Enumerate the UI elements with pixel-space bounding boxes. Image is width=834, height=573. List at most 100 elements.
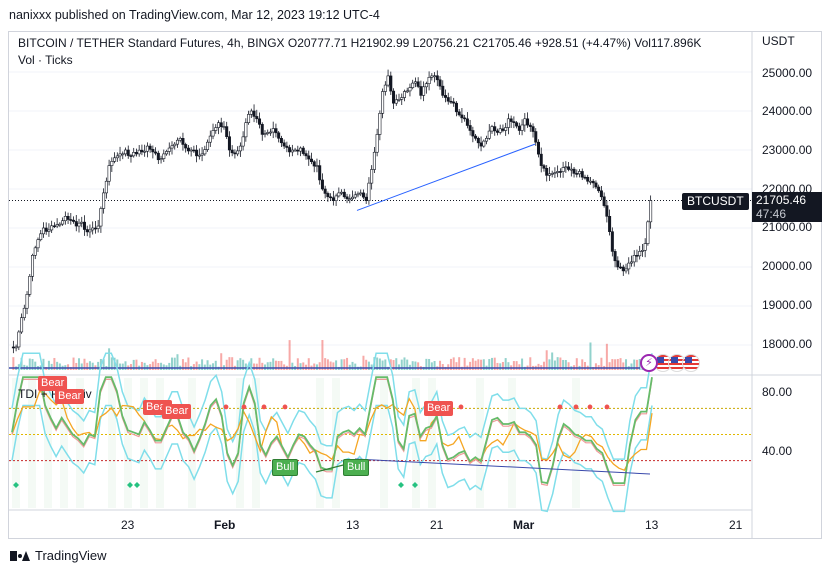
volume-bar <box>403 357 406 370</box>
candle-body <box>449 100 453 103</box>
volume-bar <box>58 363 61 370</box>
volume-bar <box>307 358 310 370</box>
volume-bar <box>119 363 122 370</box>
footer-brand[interactable]: TradingView <box>10 548 107 563</box>
candle-body <box>28 275 32 295</box>
candle-body <box>113 157 117 162</box>
volume-bar <box>220 353 223 370</box>
candle-body <box>200 153 204 156</box>
candle-body <box>509 118 513 122</box>
bolt-icon[interactable]: ⚡ <box>640 354 658 372</box>
candle-body <box>329 196 333 199</box>
us-flag-icon[interactable] <box>682 354 700 372</box>
volume-bar <box>56 361 59 370</box>
candle-body <box>186 147 190 152</box>
candle-body <box>340 191 344 194</box>
volume-bar <box>496 362 499 370</box>
candle-body <box>517 125 521 131</box>
bull-signal-marker <box>412 482 418 488</box>
bull-signal-marker <box>398 482 404 488</box>
bear-divergence-badge: Bear <box>55 389 85 404</box>
candle-body <box>536 141 540 155</box>
volume-bar <box>214 360 217 370</box>
volume-bar <box>370 364 373 370</box>
volume-bar <box>507 362 510 370</box>
price-axis-label: 20000.00 <box>762 259 813 273</box>
signal-shade <box>12 378 20 508</box>
volume-bar <box>529 357 532 370</box>
candle-body <box>323 188 327 194</box>
signal-shade <box>44 378 52 508</box>
candle-body <box>121 153 125 156</box>
volume-indicator-label[interactable]: Vol · Ticks <box>18 53 73 67</box>
candle-body <box>578 171 582 175</box>
time-axis-label: 13 <box>645 518 659 532</box>
candle-body <box>520 124 524 131</box>
volume-bar <box>406 359 409 370</box>
volume-bar <box>430 362 433 370</box>
time-axis-label: 21 <box>729 518 743 532</box>
candle-body <box>351 196 355 200</box>
candle-body <box>148 145 152 150</box>
volume-bar <box>244 363 247 370</box>
volume-bar <box>458 357 461 370</box>
volume-bar <box>184 362 187 370</box>
candle-body <box>115 155 119 159</box>
symbol-title[interactable]: BITCOIN / TETHER Standard Futures, 4h, B… <box>18 36 285 50</box>
candle-body <box>296 149 300 152</box>
chart-legend: BITCOIN / TETHER Standard Futures, 4h, B… <box>18 36 701 67</box>
event-icons[interactable]: ⚡ <box>640 354 700 372</box>
volume-bar <box>162 364 165 370</box>
lower-band-line <box>11 404 653 513</box>
volume-bar <box>102 359 105 370</box>
candle-body <box>504 127 508 131</box>
candle-body <box>80 221 84 224</box>
candle-body <box>74 221 78 227</box>
candle-body <box>444 95 448 98</box>
volume-bar <box>151 361 154 370</box>
volume-bar <box>521 358 524 370</box>
volume-bar <box>594 363 597 370</box>
candle-body <box>159 158 163 161</box>
candle-body <box>359 192 363 195</box>
candle-body <box>378 113 382 135</box>
candle-body <box>268 131 272 134</box>
tradingview-logo-icon <box>10 550 30 562</box>
volume-bar <box>269 361 272 370</box>
candle-body <box>643 243 647 251</box>
volume-bar <box>441 364 444 370</box>
volume-bar <box>315 364 318 370</box>
volume-bar <box>157 362 160 370</box>
volume-bar <box>605 343 608 370</box>
volume-bar <box>198 364 201 370</box>
candle-body <box>31 255 35 277</box>
candle-body <box>195 149 199 157</box>
candle-body <box>293 149 297 152</box>
chart-frame[interactable] <box>8 31 822 539</box>
volume-bar <box>296 358 299 370</box>
candle-body <box>610 231 614 252</box>
candle-body <box>47 229 51 232</box>
price-axis-label: 19000.00 <box>762 298 813 312</box>
candle-body <box>550 173 554 175</box>
volume-bar <box>501 361 504 370</box>
candle-body <box>44 227 48 232</box>
volume-bar <box>88 361 91 370</box>
volume-bar <box>449 358 452 370</box>
volume-bar <box>75 362 78 370</box>
candle-body <box>345 196 349 200</box>
ohlc-high: H21902.99 <box>350 36 410 50</box>
candle-body <box>476 138 480 144</box>
volume-bar <box>425 358 428 370</box>
candle-body <box>575 173 579 175</box>
bar-countdown: 47:46 <box>756 207 787 221</box>
candle-body <box>370 169 374 184</box>
candle-body <box>318 165 322 181</box>
volume-bar <box>564 360 567 370</box>
volume-bar <box>482 359 485 370</box>
candle-body <box>266 132 270 134</box>
volume-bar <box>255 363 258 370</box>
candle-body <box>77 222 81 227</box>
candle-body <box>175 139 179 145</box>
